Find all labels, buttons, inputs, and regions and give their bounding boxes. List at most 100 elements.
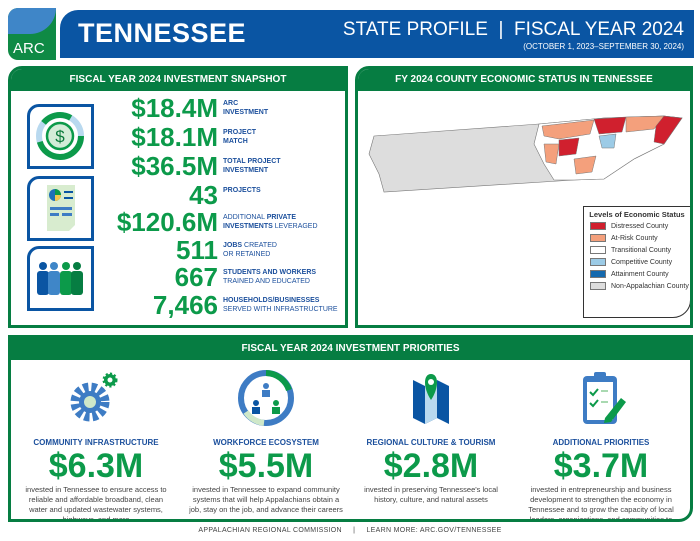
snapshot-value: $36.5M — [131, 151, 218, 181]
profile-title: STATE PROFILE | FISCAL YEAR 2024 — [342, 19, 684, 40]
map-legend: Levels of Economic Status Distressed Cou… — [583, 206, 690, 318]
label-line2-bold: INVESTMENTS — [223, 223, 273, 230]
legend-swatch — [590, 270, 606, 278]
priority-description: invested in preserving Tennessee's local… — [364, 485, 498, 504]
legend-item: Competitive County — [590, 258, 690, 267]
snapshot-row: 511 JOBS CREATED OR RETAINED — [101, 235, 345, 265]
label-line2: LEVERAGED — [272, 223, 318, 230]
snapshot-value: $18.1M — [131, 122, 218, 152]
people-icon-box — [27, 246, 94, 311]
snapshot-row: $18.4M ARC INVESTMENT — [101, 93, 345, 123]
legend-item: At-Risk County — [590, 234, 690, 243]
snapshot-value: 667 — [174, 262, 218, 292]
state-title: TENNESSEE — [78, 18, 247, 48]
label-post: CREATED — [242, 242, 277, 249]
legend-item: Transitional County — [590, 246, 690, 255]
footer-link[interactable]: LEARN MORE: ARC.GOV/TENNESSEE — [366, 527, 502, 534]
legend-label: Attainment County — [611, 271, 669, 278]
priority-amount: $5.5M — [218, 447, 314, 485]
tennessee-county-map[interactable] — [364, 104, 690, 204]
label-pre: ADDITIONAL — [223, 214, 267, 221]
arc-logo: ARC — [8, 8, 56, 60]
priority-heading: COMMUNITY INFRASTRUCTURE — [33, 438, 159, 447]
legend-item: Distressed County — [590, 222, 690, 231]
snapshot-row: 43 PROJECTS — [101, 180, 345, 210]
label-bold: HOUSEHOLDS/BUSINESSES — [223, 297, 320, 304]
label-bold: PRIVATE — [266, 214, 297, 221]
snapshot-label: JOBS CREATED OR RETAINED — [223, 241, 277, 259]
footer-separator: | — [353, 527, 356, 534]
snapshot-value: 7,466 — [152, 290, 218, 320]
label-line2: SERVED WITH INFRASTRUCTURE — [223, 306, 338, 313]
snapshot-row: $18.1M PROJECT MATCH — [101, 122, 345, 152]
legend-label: Transitional County — [611, 247, 672, 254]
label-line2: OR RETAINED — [223, 251, 271, 258]
report-document-icon — [47, 185, 75, 231]
legend-swatch — [590, 234, 606, 242]
priority-amount: $6.3M — [48, 447, 144, 485]
legend-swatch — [590, 258, 606, 266]
snapshot-value: $120.6M — [116, 207, 218, 237]
panel-title: FY 2024 COUNTY ECONOMIC STATUS IN TENNES… — [358, 69, 690, 91]
priority-heading: ADDITIONAL PRIORITIES — [552, 438, 650, 447]
label-bold: PROJECTS — [223, 187, 261, 194]
snapshot-label: TOTAL PROJECT INVESTMENT — [223, 157, 281, 175]
panel-title: FISCAL YEAR 2024 INVESTMENT SNAPSHOT — [11, 69, 345, 91]
report-icon-box — [27, 176, 94, 241]
people-group-icon — [37, 262, 83, 295]
legend-label: At-Risk County — [611, 235, 658, 242]
label-bold: PROJECT — [223, 129, 257, 136]
legend-swatch — [590, 222, 606, 230]
header-banner: TENNESSEE STATE PROFILE | FISCAL YEAR 20… — [60, 10, 694, 58]
snapshot-value: 43 — [189, 180, 218, 210]
legend-title: Levels of Economic Status — [589, 210, 685, 219]
priority-1: COMMUNITY INFRASTRUCTURE $6.3M invested … — [11, 372, 181, 522]
priority-description: invested in Tennessee to expand communit… — [189, 485, 343, 514]
priority-4: ADDITIONAL PRIORITIES $3.7M invested in … — [516, 372, 686, 522]
legend-item: Attainment County — [590, 270, 690, 279]
priority-description: invested in entrepreneurship and busines… — [528, 485, 674, 522]
legend-label: Non-Appalachian County — [611, 283, 689, 290]
fiscal-dates: (OCTOBER 1, 2023–SEPTEMBER 30, 2024) — [523, 42, 684, 51]
snapshot-label: HOUSEHOLDS/BUSINESSES SERVED WITH INFRAST… — [223, 296, 338, 314]
clipboard-icon — [571, 368, 631, 428]
snapshot-label: STUDENTS AND WORKERS TRAINED AND EDUCATED — [223, 268, 316, 286]
legend-item: Non-Appalachian County — [590, 282, 690, 291]
label-line2-bold: INVESTMENT — [223, 167, 269, 174]
snapshot-label: PROJECT MATCH — [223, 128, 256, 146]
snapshot-label: ARC INVESTMENT — [223, 99, 268, 117]
footer-org: APPALACHIAN REGIONAL COMMISSION — [198, 527, 342, 534]
investment-priorities-panel: FISCAL YEAR 2024 INVESTMENT PRIORITIES C… — [8, 335, 693, 522]
label-line2-bold: MATCH — [223, 138, 248, 145]
snapshot-label: PROJECTS — [223, 186, 261, 195]
legend-label: Competitive County — [611, 259, 673, 266]
legend-label: Distressed County — [611, 223, 669, 230]
people-network-icon — [236, 368, 296, 428]
label-bold: ARC — [223, 100, 239, 107]
priority-amount: $2.8M — [383, 447, 479, 485]
snapshot-row: $36.5M TOTAL PROJECT INVESTMENT — [101, 151, 345, 181]
legend-swatch — [590, 282, 606, 290]
priority-3: REGIONAL CULTURE & TOURISM $2.8M investe… — [346, 374, 516, 505]
svg-text:$: $ — [55, 127, 65, 146]
label-bold: JOBS — [223, 242, 243, 249]
snapshot-value: $18.4M — [131, 93, 218, 123]
dollar-chart-icon: $ — [36, 112, 84, 160]
investment-snapshot-panel: FISCAL YEAR 2024 INVESTMENT SNAPSHOT $ $… — [8, 66, 348, 328]
panel-title: FISCAL YEAR 2024 INVESTMENT PRIORITIES — [11, 338, 690, 360]
dollar-icon-box: $ — [27, 104, 94, 169]
map-pin-icon — [401, 368, 461, 428]
priority-description: invested in Tennessee to ensure access t… — [25, 485, 167, 522]
snapshot-row: 7,466 HOUSEHOLDS/BUSINESSES SERVED WITH I… — [101, 290, 345, 320]
logo-text: ARC — [13, 40, 45, 57]
snapshot-row: $120.6M ADDITIONAL PRIVATE INVESTMENTS LE… — [101, 207, 345, 237]
priority-amount: $3.7M — [553, 447, 649, 485]
priority-heading: REGIONAL CULTURE & TOURISM — [366, 438, 496, 447]
footer: APPALACHIAN REGIONAL COMMISSION | LEARN … — [0, 527, 700, 534]
snapshot-row: 667 STUDENTS AND WORKERS TRAINED AND EDUC… — [101, 262, 345, 292]
priority-heading: WORKFORCE ECOSYSTEM — [213, 438, 319, 447]
legend-swatch — [590, 246, 606, 254]
county-status-panel: FY 2024 COUNTY ECONOMIC STATUS IN TENNES… — [355, 66, 693, 328]
priority-2: WORKFORCE ECOSYSTEM $5.5M invested in Te… — [181, 370, 351, 515]
snapshot-value: 511 — [176, 235, 218, 265]
